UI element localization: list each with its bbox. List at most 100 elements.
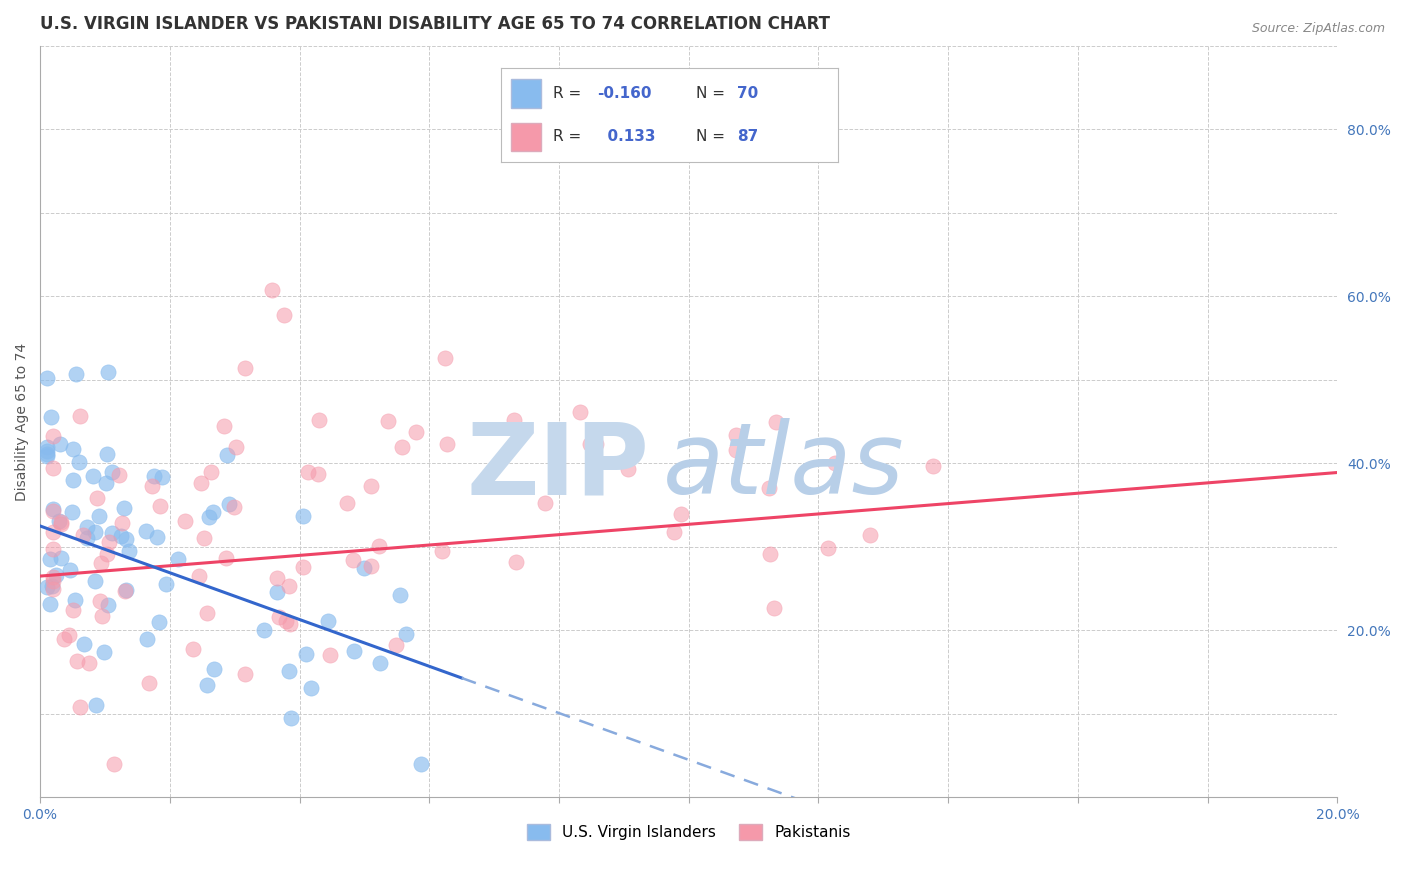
Point	[214, 418, 236, 433]
Point	[146, 530, 169, 544]
Point	[765, 415, 787, 429]
Point	[225, 440, 247, 454]
Point	[103, 757, 125, 772]
Point	[759, 547, 782, 561]
Point	[65, 592, 87, 607]
Point	[433, 351, 456, 366]
Point	[89, 594, 111, 608]
Point	[97, 598, 120, 612]
Point	[39, 552, 62, 566]
Point	[42, 582, 65, 597]
Point	[62, 603, 84, 617]
Point	[66, 654, 89, 668]
Point	[166, 551, 188, 566]
Point	[291, 560, 314, 574]
Point	[669, 508, 692, 522]
Y-axis label: Disability Age 65 to 74: Disability Age 65 to 74	[15, 343, 30, 500]
Point	[368, 656, 391, 670]
Point	[391, 440, 413, 454]
Point	[135, 524, 157, 538]
Point	[49, 550, 72, 565]
Point	[578, 437, 600, 451]
Text: ZIP: ZIP	[467, 418, 650, 516]
Point	[336, 496, 359, 510]
Point	[35, 371, 58, 385]
Point	[409, 757, 432, 772]
Point	[266, 571, 288, 585]
Point	[215, 551, 238, 566]
Point	[82, 469, 104, 483]
Point	[111, 516, 134, 530]
Point	[41, 579, 63, 593]
Point	[100, 525, 122, 540]
Point	[190, 475, 212, 490]
Point	[76, 520, 98, 534]
Point	[96, 547, 118, 561]
Point	[217, 448, 239, 462]
Point	[141, 478, 163, 492]
Point	[222, 500, 245, 515]
Point	[202, 663, 225, 677]
Point	[187, 568, 209, 582]
Point	[110, 529, 132, 543]
Point	[49, 517, 72, 532]
Point	[758, 481, 780, 495]
Point	[93, 645, 115, 659]
Point	[114, 584, 136, 599]
Point	[35, 581, 58, 595]
Point	[724, 428, 747, 442]
Point	[67, 455, 90, 469]
Point	[202, 505, 225, 519]
Point	[42, 429, 65, 443]
Point	[195, 678, 218, 692]
Point	[280, 711, 302, 725]
Point	[35, 449, 58, 463]
Point	[42, 524, 65, 539]
Point	[662, 524, 685, 539]
Point	[360, 558, 382, 573]
Point	[42, 574, 65, 588]
Point	[195, 607, 218, 621]
Point	[859, 527, 882, 541]
Point	[395, 627, 418, 641]
Point	[58, 628, 80, 642]
Point	[273, 308, 295, 322]
Point	[42, 501, 65, 516]
Point	[42, 504, 65, 518]
Text: atlas: atlas	[662, 418, 904, 516]
Point	[112, 500, 135, 515]
Point	[817, 541, 839, 555]
Point	[762, 600, 785, 615]
Legend: U.S. Virgin Islanders, Pakistanis: U.S. Virgin Islanders, Pakistanis	[522, 818, 856, 847]
Point	[360, 479, 382, 493]
Point	[193, 531, 215, 545]
Point	[84, 698, 107, 712]
Point	[45, 567, 67, 582]
Point	[922, 458, 945, 473]
Point	[198, 510, 221, 524]
Point	[97, 365, 120, 379]
Point	[173, 515, 195, 529]
Point	[405, 425, 427, 439]
Text: U.S. VIRGIN ISLANDER VS PAKISTANI DISABILITY AGE 65 TO 74 CORRELATION CHART: U.S. VIRGIN ISLANDER VS PAKISTANI DISABI…	[41, 15, 830, 33]
Point	[84, 574, 107, 588]
Point	[155, 577, 177, 591]
Point	[319, 648, 342, 662]
Point	[353, 560, 375, 574]
Point	[42, 542, 65, 557]
Point	[299, 681, 322, 696]
Point	[35, 444, 58, 458]
Point	[260, 283, 283, 297]
Point	[42, 569, 65, 583]
Point	[69, 700, 91, 714]
Point	[233, 361, 256, 376]
Point	[49, 516, 72, 530]
Point	[90, 556, 112, 570]
Point	[343, 644, 366, 658]
Point	[94, 475, 117, 490]
Point	[86, 491, 108, 505]
Point	[616, 462, 638, 476]
Point	[62, 442, 84, 456]
Point	[96, 447, 118, 461]
Point	[138, 676, 160, 690]
